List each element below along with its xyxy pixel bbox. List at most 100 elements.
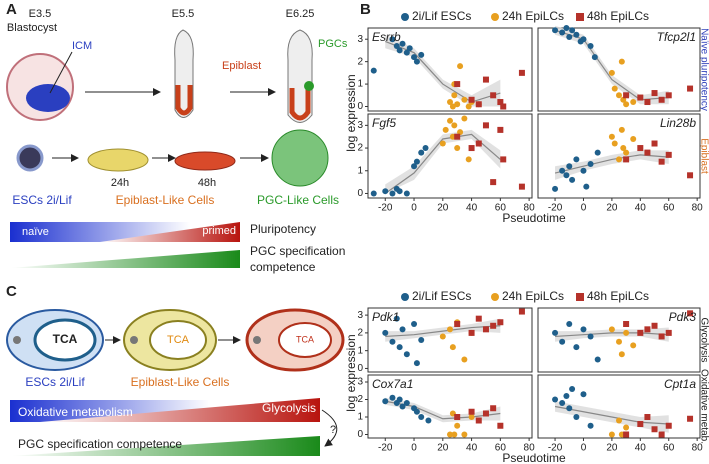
x-tick-label: 40 (635, 443, 647, 454)
x-tick-label: 80 (692, 443, 704, 454)
point (418, 51, 425, 58)
region-label: Epiblast (222, 60, 261, 72)
y-tick-label: 0 (357, 101, 363, 112)
point (389, 394, 396, 401)
bar-label: Oxidative metabolism (18, 405, 133, 419)
legend-marker (491, 13, 499, 21)
point (475, 140, 482, 147)
point (573, 344, 580, 351)
mito-label: TCA (167, 334, 190, 346)
legend-marker (576, 13, 584, 21)
point (457, 63, 464, 70)
point (687, 172, 694, 179)
legend-label: 2i/Lif ESCs (412, 9, 471, 23)
x-tick-label: 60 (663, 203, 675, 214)
point (497, 99, 504, 106)
point (411, 163, 418, 170)
point (482, 122, 489, 129)
point (618, 351, 625, 358)
mitochondrion (278, 322, 332, 358)
point (454, 145, 461, 152)
y-tick-label: 1 (357, 412, 363, 423)
point (382, 188, 389, 195)
panel-label: C (6, 283, 17, 300)
point (644, 99, 651, 106)
side-label: Epiblast (698, 138, 709, 174)
region-label: ICM (72, 40, 92, 52)
point (563, 25, 570, 31)
gradient-bar (10, 250, 240, 268)
y-tick-label: 2 (357, 328, 363, 339)
point (468, 408, 475, 415)
point (687, 85, 694, 92)
epiblast (175, 85, 193, 116)
panel-label: A (6, 1, 17, 18)
point (411, 54, 418, 61)
fit-line (554, 154, 669, 174)
x-tick-label: -20 (548, 443, 563, 454)
y-tick-label: 3 (357, 310, 363, 321)
y-tick-label: 3 (357, 34, 363, 45)
point (559, 167, 566, 174)
mito-label: TCA (53, 332, 78, 346)
mitochondrion (33, 318, 97, 362)
y-tick-label: 2 (357, 394, 363, 405)
point (413, 58, 420, 65)
chart-title: Tfcp2l1 (657, 30, 696, 44)
point (637, 94, 644, 101)
y-tick-label: 0 (357, 429, 363, 440)
point (482, 410, 489, 417)
point (594, 356, 601, 363)
point (382, 398, 389, 405)
x-tick-label: 60 (663, 443, 675, 454)
x-tick-label: 60 (495, 443, 507, 454)
point (454, 321, 461, 327)
point (566, 321, 573, 327)
point (396, 396, 403, 403)
stage-day: E5.5 (172, 8, 195, 20)
y-axis-label: log expression (344, 334, 358, 411)
point (616, 417, 622, 424)
point (518, 308, 525, 315)
x-tick-label: 20 (606, 443, 618, 454)
bar-label: naïve (22, 226, 49, 238)
x-tick-label: -20 (378, 203, 393, 214)
point (454, 101, 461, 108)
y-tick-label: 1 (357, 79, 363, 90)
x-tick-label: 40 (635, 203, 647, 214)
point (552, 185, 559, 192)
side-label: Glycolysis (698, 317, 709, 362)
point (447, 326, 453, 333)
point (552, 27, 559, 34)
point (457, 129, 464, 136)
point (569, 27, 576, 34)
x-tick-label: 80 (524, 443, 536, 454)
gradient-bar (40, 398, 320, 422)
point (447, 117, 453, 124)
legend-label: 24h EpiLCs (502, 289, 564, 303)
bar-label: primed (202, 225, 236, 237)
cell-label: Epiblast-Like Cells (131, 375, 230, 389)
point (370, 67, 377, 74)
panel-a: A E3.5 Blastocyst ICM E5.5 Epiblast E6.2… (6, 1, 348, 274)
stage-day: E6.25 (286, 8, 315, 20)
nucleus (13, 336, 21, 344)
legend-marker (401, 293, 409, 301)
point (630, 99, 637, 106)
gradient-bar (10, 436, 320, 456)
point (468, 414, 475, 420)
point (389, 338, 396, 345)
point (563, 172, 570, 179)
point (569, 386, 576, 392)
point (418, 149, 425, 156)
chart-title: Esrrb (372, 30, 401, 44)
point (569, 176, 576, 183)
fit-line (555, 332, 669, 338)
x-tick-label: 60 (495, 203, 507, 214)
point (389, 36, 396, 43)
point (490, 405, 497, 412)
x-tick-label: 20 (437, 443, 449, 454)
y-tick-label: 3 (357, 120, 363, 131)
panel-c: C TCA TCA TCA ESCs 2i/Lif Epiblast-Like … (6, 283, 345, 456)
